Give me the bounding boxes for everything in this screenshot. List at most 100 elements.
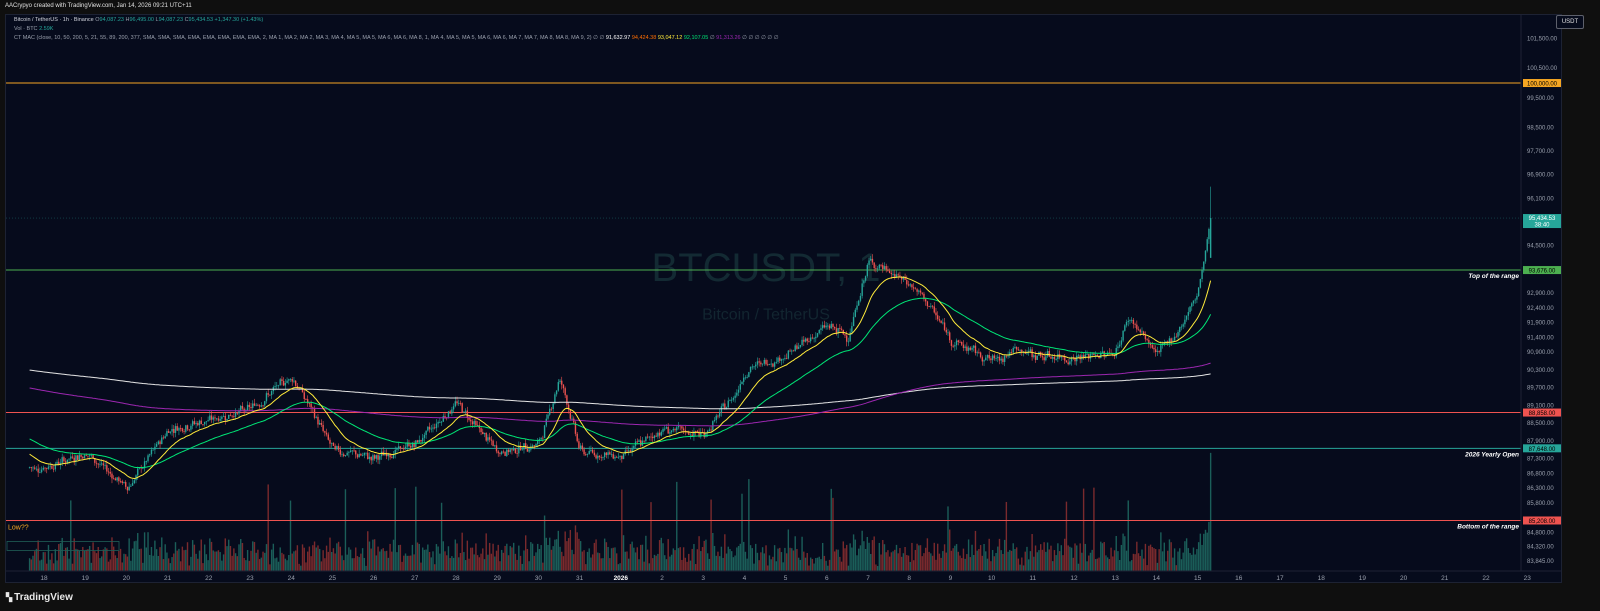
candle-body [631, 448, 633, 453]
volume-bar [88, 545, 91, 571]
candle-body [983, 360, 985, 362]
candle-body [1137, 329, 1140, 331]
volume-bar [126, 556, 129, 571]
volume-bar [961, 558, 963, 571]
volume-bar [784, 547, 786, 571]
volume-bar [337, 541, 340, 571]
volume-bar [1122, 533, 1124, 571]
low-value: 94,087.23 [158, 17, 184, 23]
candle-body [1014, 347, 1016, 348]
candle-body [1067, 362, 1069, 365]
candle-body [437, 422, 439, 424]
volume-bar [679, 547, 681, 571]
level-price-label: 85,208.00 [1529, 519, 1556, 525]
candle-body [502, 451, 505, 453]
candle-body [231, 415, 233, 417]
symbol-name[interactable]: Bitcoin / TetherUS · 1h · Binance [14, 17, 94, 23]
volume-bar [614, 547, 616, 571]
volume-bar [233, 548, 235, 571]
candle-body [1084, 354, 1087, 358]
candle-body [526, 448, 529, 452]
x-tick-label: 28 [452, 575, 460, 582]
price-chart[interactable]: BTCUSDT, 1 Bitcoin / TetherUS 101,500.00 1… [6, 15, 1562, 583]
indicator-name[interactable]: CT MAC (close, 10, 50, 200, 5, 21, 55, 8… [14, 35, 592, 41]
candle-body [76, 455, 79, 460]
candle-body [392, 454, 395, 459]
volume-bar [566, 541, 568, 571]
volume-bar [811, 558, 814, 571]
candle-body [1160, 345, 1162, 353]
candle-body [614, 456, 616, 459]
candle-body [545, 418, 547, 426]
candle-body [550, 408, 553, 410]
candle-body [70, 456, 72, 459]
volume-bar [859, 545, 862, 571]
candle-body [219, 418, 221, 421]
volume-bar [780, 552, 783, 571]
volume-bar [1149, 544, 1152, 571]
volume-bar [497, 544, 499, 571]
currency-button[interactable]: USDT [1556, 15, 1584, 29]
level-price-label: 87,648.00 [1529, 447, 1556, 453]
candle-body [197, 422, 199, 426]
volume-bar [964, 558, 966, 571]
volume-bar [379, 551, 381, 571]
volume-bar [288, 554, 290, 571]
volume-bar [310, 556, 312, 571]
volume-label[interactable]: Vol · BTC [14, 26, 38, 32]
chart-panel[interactable]: BTCUSDT, 1 Bitcoin / TetherUS 101,500.00 1… [5, 14, 1562, 583]
volume-bar [804, 557, 807, 571]
volume-bar [355, 547, 357, 571]
candle-body [986, 355, 989, 358]
volume-bar [552, 546, 554, 571]
volume-bar [1098, 557, 1100, 571]
volume-bar [880, 554, 882, 571]
candle-body [694, 431, 697, 432]
volume-bar [1045, 551, 1047, 571]
volume-bar [1055, 555, 1057, 571]
volume-bar [921, 556, 923, 571]
volume-bar [720, 546, 723, 571]
volume-bar [985, 551, 987, 571]
candle-body [408, 443, 410, 447]
volume-bar [670, 554, 673, 571]
volume-bar [696, 549, 699, 571]
volume-bar [943, 544, 946, 571]
candle-body [658, 432, 661, 436]
candle-body [535, 444, 537, 447]
candle-body [68, 458, 70, 460]
candle-body [224, 415, 226, 421]
volume-bar [567, 538, 570, 571]
volume-bar [619, 563, 621, 571]
candle-body [665, 427, 668, 429]
candle-body [739, 384, 741, 390]
level-price-tag [1523, 408, 1561, 417]
candle-body [178, 428, 180, 431]
volume-bar [866, 536, 869, 571]
volume-bar [269, 564, 271, 571]
volume-bar [813, 563, 815, 571]
candle-body [652, 436, 654, 439]
volume-bar [226, 546, 228, 571]
volume-bar [1170, 542, 1172, 571]
volume-bar [1172, 557, 1174, 571]
candle-body [839, 328, 841, 329]
candle-body [859, 295, 862, 301]
candle-body [643, 440, 645, 442]
candle-body [825, 325, 827, 328]
volume-bar [264, 552, 266, 571]
volume-bar [667, 539, 669, 571]
volume-bar [231, 555, 233, 571]
volume-bar [68, 558, 70, 571]
volume-bar [82, 546, 84, 571]
candle-body [954, 345, 956, 347]
candle-body [1141, 331, 1143, 333]
volume-bar [658, 540, 661, 571]
volume-bar [203, 544, 206, 571]
volume-bar [533, 555, 535, 571]
candle-body [555, 390, 558, 395]
volume-bar [142, 562, 144, 571]
candle-body [322, 424, 324, 432]
candle-body [92, 454, 94, 459]
volume-bar [621, 489, 623, 571]
